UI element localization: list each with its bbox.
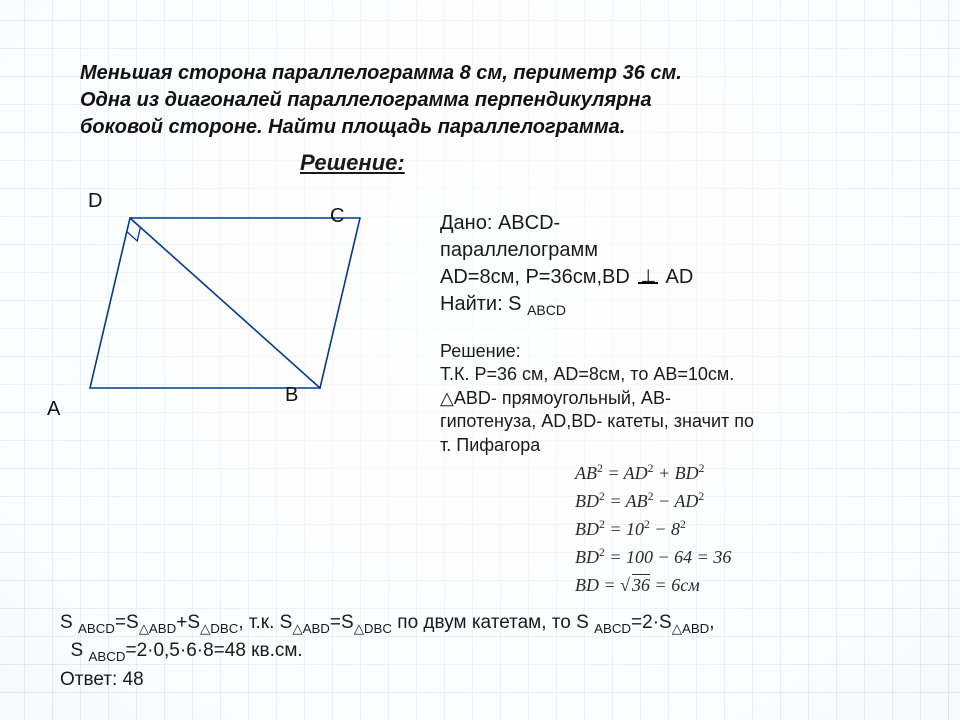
vertex-label-b: B bbox=[285, 384, 298, 407]
vertex-label-d: D bbox=[88, 190, 102, 213]
parallelogram-diagram bbox=[40, 188, 400, 408]
conclusion-line-1: S ABCD=S△ABD+S△DBC, т.к. S△ABD=S△DBC по … bbox=[60, 610, 930, 638]
work-l4: гипотенуза, АD,BD- катеты, значит по bbox=[440, 411, 754, 431]
f4-b: 64 bbox=[674, 547, 692, 567]
problem-line-1: Меньшая сторона параллелограмма 8 см, пе… bbox=[80, 62, 682, 84]
given-line-4-pre: Найти: S bbox=[440, 293, 527, 315]
answer-line: Ответ: 48 bbox=[60, 667, 930, 694]
f4-a: 100 bbox=[626, 547, 653, 567]
formula-row-3: BD2 = 102 − 82 bbox=[575, 516, 731, 544]
work-l5: т. Пифагора bbox=[440, 435, 540, 455]
f4-eq: 36 bbox=[713, 547, 731, 567]
formula-row-1: AB2 = AD2 + BD2 bbox=[575, 460, 731, 488]
concl2-post: =2·0,5·6·8=48 кв.см. bbox=[125, 640, 302, 661]
given-line-1: Дано: ABCD- bbox=[440, 212, 560, 234]
problem-line-3: боковой стороне. Найти площадь параллело… bbox=[80, 116, 625, 138]
f3-lhs: BD bbox=[575, 519, 599, 539]
conclusion-line-2: S ABCD=2·0,5·6·8=48 кв.см. bbox=[60, 638, 930, 666]
concl2-sub: ABCD bbox=[89, 649, 126, 664]
conclusion-block: S ABCD=S△ABD+S△DBC, т.к. S△ABD=S△DBC по … bbox=[60, 610, 930, 693]
f2-r1: AB bbox=[626, 491, 648, 511]
f3-b: 8 bbox=[671, 519, 680, 539]
f1-r1: AD bbox=[624, 463, 648, 483]
solution-heading: Решение: bbox=[300, 150, 405, 176]
f2-r2: AD bbox=[674, 491, 698, 511]
work-l1: Решение: bbox=[440, 341, 521, 361]
f2-lhs: BD bbox=[575, 491, 599, 511]
solution-text: Решение: Т.К. Р=36 см, AD=8см, то АВ=10с… bbox=[440, 340, 920, 457]
f3-a: 10 bbox=[626, 519, 644, 539]
given-line-4-sub: ABCD bbox=[527, 302, 566, 318]
given-line-3-pre: AD=8см, Р=36см,BD bbox=[440, 266, 635, 288]
work-l3: △АВD- прямоугольный, АВ- bbox=[440, 388, 671, 408]
problem-statement: Меньшая сторона параллелограмма 8 см, пе… bbox=[80, 60, 900, 141]
formula-row-4: BD2 = 100 − 64 = 36 bbox=[575, 544, 731, 572]
vertex-label-c: C bbox=[330, 205, 344, 228]
pythagoras-formulae: AB2 = AD2 + BD2 BD2 = AB2 − AD2 BD2 = 10… bbox=[575, 460, 731, 599]
given-line-3-post: AD bbox=[661, 266, 693, 288]
work-l2: Т.К. Р=36 см, AD=8см, то АВ=10см. bbox=[440, 364, 734, 384]
given-line-2: параллелограмм bbox=[440, 239, 598, 261]
problem-line-2: Одна из диагоналей параллелограмма перпе… bbox=[80, 89, 652, 111]
f1-lhs: AB bbox=[575, 463, 597, 483]
perpendicular-icon bbox=[638, 270, 658, 284]
concl2-pre: S bbox=[60, 640, 89, 661]
formula-row-2: BD2 = AB2 − AD2 bbox=[575, 488, 731, 516]
f4-lhs: BD bbox=[575, 547, 599, 567]
given-block: Дано: ABCD- параллелограмм AD=8см, Р=36с… bbox=[440, 210, 910, 320]
f1-r2: BD bbox=[675, 463, 699, 483]
vertex-label-a: A bbox=[47, 398, 60, 421]
formula-row-5: BD = √36 = 6см bbox=[575, 572, 731, 600]
